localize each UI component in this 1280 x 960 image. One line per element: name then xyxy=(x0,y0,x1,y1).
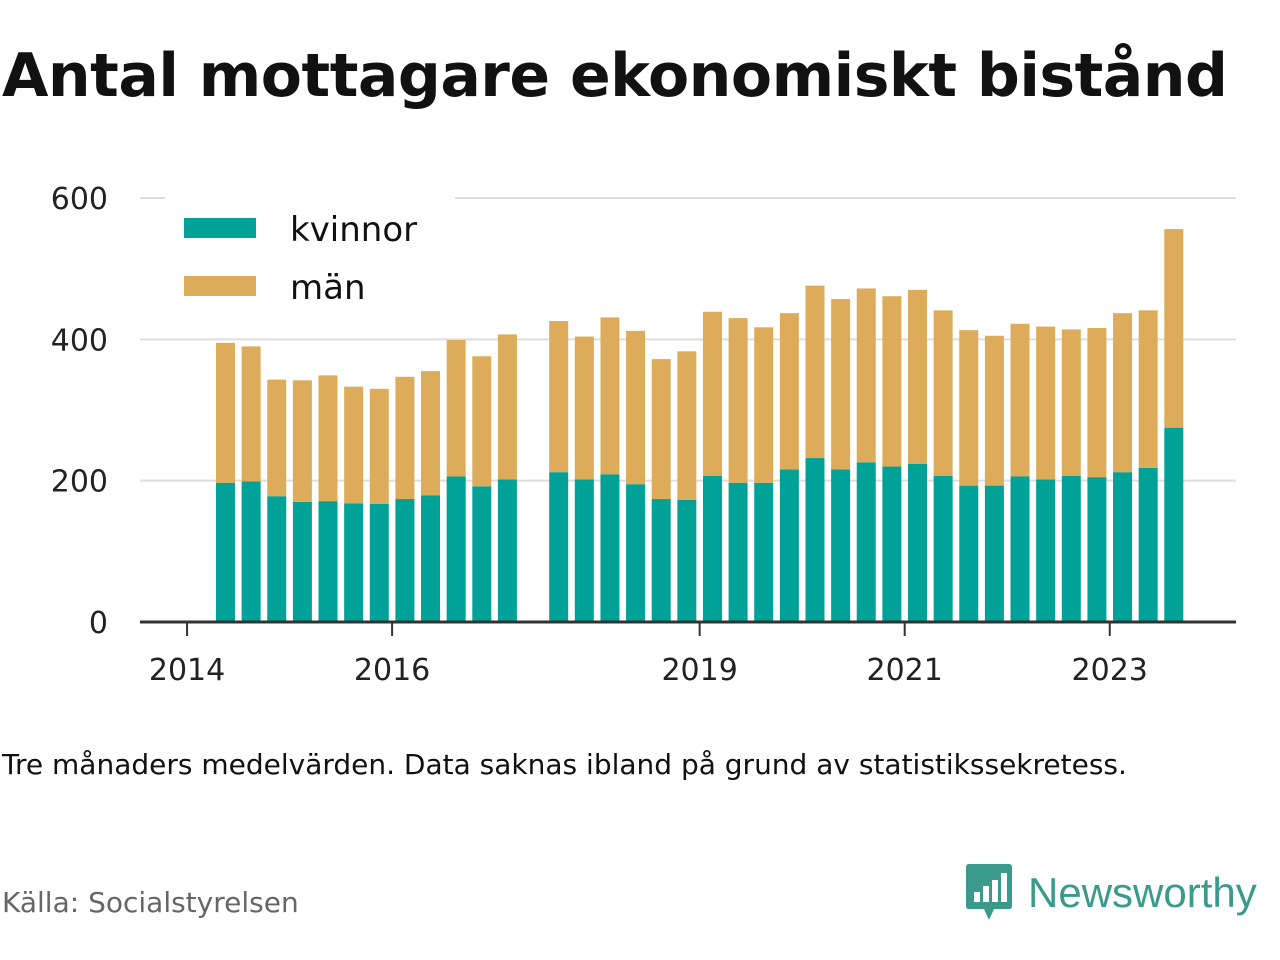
bar-kvinnor xyxy=(882,466,902,622)
x-tick-label: 2021 xyxy=(867,653,943,688)
bar-kvinnor xyxy=(984,485,1004,622)
bar-kvinnor xyxy=(446,476,466,622)
bar-kvinnor xyxy=(1061,475,1081,622)
bar-kvinnor xyxy=(369,503,389,622)
bar-man xyxy=(241,346,261,482)
bar-man xyxy=(1061,329,1081,476)
bar-kvinnor xyxy=(728,482,748,622)
bar-man xyxy=(651,359,671,500)
source-label: Källa: Socialstyrelsen xyxy=(2,886,299,919)
bar-kvinnor xyxy=(1164,427,1184,622)
legend-label-kvinnor: kvinnor xyxy=(290,210,417,250)
bar-kvinnor xyxy=(600,474,620,622)
bar-kvinnor xyxy=(779,469,799,622)
bar-kvinnor xyxy=(344,503,364,622)
y-tick-label: 200 xyxy=(51,465,108,500)
bar-man xyxy=(369,388,389,504)
bar-kvinnor xyxy=(318,501,338,622)
bar-kvinnor xyxy=(216,482,235,622)
x-tick-label: 2019 xyxy=(661,653,737,688)
bar-man xyxy=(344,386,364,504)
bar-man xyxy=(933,310,953,476)
y-tick-label: 0 xyxy=(89,606,108,641)
bar-man xyxy=(779,313,799,470)
bar-man xyxy=(882,296,902,467)
bar-kvinnor xyxy=(933,475,953,622)
bar-kvinnor xyxy=(241,481,261,622)
bar-man xyxy=(728,318,748,483)
bar-man xyxy=(856,288,876,463)
x-tick-label: 2023 xyxy=(1072,653,1148,688)
bar-kvinnor xyxy=(549,472,569,622)
bar-kvinnor xyxy=(908,463,928,622)
bar-kvinnor xyxy=(959,485,979,622)
bar-man xyxy=(292,380,312,502)
bar-man xyxy=(626,330,646,485)
bar-kvinnor xyxy=(651,499,671,622)
bar-man xyxy=(421,371,441,496)
brand-name: Newsworthy xyxy=(1028,869,1257,916)
bar-man xyxy=(1010,323,1030,477)
bar-man xyxy=(1138,310,1158,468)
y-tick-label: 400 xyxy=(51,323,108,358)
bar-man xyxy=(1036,326,1056,480)
bar-man xyxy=(395,376,415,500)
bar-kvinnor xyxy=(1138,467,1158,622)
bar-kvinnor xyxy=(421,495,441,622)
bar-kvinnor xyxy=(754,482,774,622)
legend: kvinnor män xyxy=(165,187,455,317)
bar-kvinnor xyxy=(805,458,825,622)
bar-man xyxy=(677,351,697,500)
bar-kvinnor xyxy=(677,499,697,622)
bar-man xyxy=(1164,229,1184,428)
x-tick-label: 2014 xyxy=(149,653,225,688)
bar-man xyxy=(574,336,594,480)
axes: 0 200 400 600 2014 2016 2019 2021 2023 xyxy=(51,182,1236,688)
bar-man xyxy=(600,317,620,475)
bar-man xyxy=(267,379,287,497)
legend-swatch-man xyxy=(184,276,256,296)
bar-kvinnor xyxy=(1036,479,1056,622)
legend-label-man: män xyxy=(290,268,366,308)
bar-kvinnor xyxy=(267,496,287,622)
bar-man xyxy=(216,342,235,483)
bar-kvinnor xyxy=(395,499,415,622)
bar-kvinnor xyxy=(292,501,312,622)
bar-man xyxy=(702,311,722,476)
bar-kvinnor xyxy=(856,462,876,622)
stacked-bar-chart: 0 200 400 600 2014 2016 2019 2021 2023 kvinnor m… xyxy=(51,182,1236,688)
bar-man xyxy=(754,327,774,483)
bar-man xyxy=(831,299,851,470)
bar-man xyxy=(805,285,825,459)
bar-kvinnor xyxy=(831,469,851,622)
bar-man xyxy=(472,356,492,487)
bar-kvinnor xyxy=(702,475,722,622)
bar-kvinnor xyxy=(1087,477,1107,622)
chart-note: Tre månaders medelvärden. Data saknas ib… xyxy=(2,748,1127,781)
bar-man xyxy=(549,320,569,473)
bar-kvinnor xyxy=(472,486,492,622)
bars xyxy=(216,229,1184,622)
bar-man xyxy=(318,375,338,502)
y-tick-label: 600 xyxy=(51,182,108,217)
brand-logo: Newsworthy xyxy=(964,862,1257,924)
bar-man xyxy=(497,334,517,480)
bar-kvinnor xyxy=(574,479,594,622)
bar-man xyxy=(1087,328,1107,478)
bar-man xyxy=(959,330,979,486)
x-tick-label: 2016 xyxy=(354,653,430,688)
bar-man xyxy=(446,340,466,477)
legend-swatch-kvinnor xyxy=(184,218,256,238)
bar-man xyxy=(1113,313,1133,473)
bar-kvinnor xyxy=(626,484,646,622)
bar-kvinnor xyxy=(1113,472,1133,622)
bar-man xyxy=(908,289,928,464)
newsworthy-logo-icon xyxy=(966,864,1012,920)
bar-man xyxy=(984,335,1004,486)
bar-kvinnor xyxy=(1010,476,1030,622)
chart-title: Antal mottagare ekonomiskt bistånd xyxy=(2,41,1228,111)
bar-kvinnor xyxy=(497,479,517,622)
